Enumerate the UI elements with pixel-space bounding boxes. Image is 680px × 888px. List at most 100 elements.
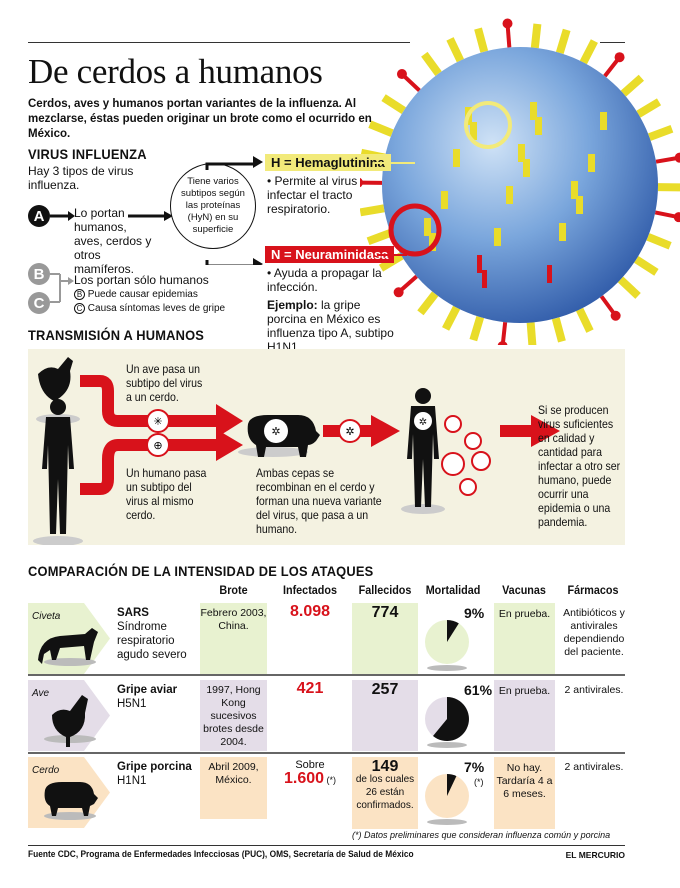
- farmacos-cell: 2 antivirales.: [564, 684, 624, 696]
- surface-spike: [547, 265, 552, 283]
- type-b-badge: B: [28, 263, 50, 285]
- arrows-type-a: [50, 211, 173, 221]
- pig-text: Ambas cepas se recombinan en el cerdo y …: [256, 466, 382, 536]
- mortality-slice: [447, 619, 459, 642]
- surface-spike: [518, 144, 525, 162]
- civeta-icon: [38, 628, 98, 664]
- surface-spike: [506, 186, 513, 204]
- disease-name: Gripe aviar H5N1: [117, 684, 178, 710]
- human-icon: [42, 399, 74, 534]
- svg-text:⊕: ⊕: [153, 440, 162, 452]
- surface-spike: [559, 223, 566, 241]
- h-connector: [375, 162, 415, 164]
- surface-spike: [576, 196, 583, 214]
- hemagglutinin-spike: [526, 322, 537, 345]
- vacunas-cell: En prueba.: [494, 603, 555, 674]
- row-separator: [28, 674, 625, 676]
- brote-cell: Febrero 2003, China.: [200, 603, 267, 674]
- fallecidos-cell: 774: [352, 603, 418, 674]
- mortality-pie: [425, 619, 469, 671]
- virus-token-pig: ✲: [338, 419, 362, 443]
- surface-spike: [477, 255, 482, 273]
- mortality-pie: [425, 697, 469, 748]
- disease-name: SARS Síndrome respiratorio agudo severo: [117, 607, 187, 661]
- type-a-text: Lo portan humanos, aves, cerdos y otros …: [74, 206, 152, 276]
- surface-spike: [453, 149, 460, 167]
- mortality-slice: [447, 774, 457, 796]
- neuraminidase-highlight-circle: [388, 203, 442, 257]
- source: Fuente CDC, Programa de Enfermedades Inf…: [28, 849, 414, 860]
- mortality-label: 7%: [464, 759, 485, 775]
- infectados-cell: 421: [296, 680, 324, 697]
- table-row: Civeta SARS Síndrome respiratorio agudo s…: [28, 603, 625, 674]
- brote-cell: 1997, Hong Kong sucesivos brotes desde 2…: [200, 680, 267, 751]
- surface-spike: [588, 154, 595, 172]
- surface-spike: [535, 117, 542, 135]
- col-infectados: Infectados: [282, 583, 337, 597]
- subtitle: Cerdos, aves y humanos portan variantes …: [28, 98, 372, 140]
- surface-spike: [571, 181, 578, 199]
- ave-icon: [52, 695, 88, 747]
- mortality-note: (*): [474, 777, 484, 787]
- n-connector: [377, 254, 407, 256]
- hemagglutinin-spike: [442, 305, 461, 331]
- bird-text: Un ave pasa un subtipo del virus a un ce…: [126, 362, 203, 404]
- surface-spike: [429, 233, 436, 251]
- hemagglutinin-spike: [555, 28, 571, 55]
- footnote: (*) Datos preliminares que consideran in…: [352, 830, 611, 840]
- infected-human-icon: ✲: [407, 388, 439, 507]
- hemagglutinin-spike: [530, 23, 542, 49]
- hemagglutinin-spike: [551, 317, 566, 343]
- type-bc-text: Los portan sólo humanos: [74, 273, 209, 287]
- hemagglutinin-spike: [634, 256, 659, 276]
- fallecidos-cell: 149 de los cuales 26 están confirmados.: [352, 757, 418, 829]
- c-mark: C: [74, 303, 85, 314]
- vacunas-cell: En prueba.: [494, 680, 555, 751]
- svg-text:✲: ✲: [271, 426, 280, 438]
- type-b-note: B Puede causar epidemias: [74, 289, 198, 300]
- hemagglutinin-spike: [648, 125, 674, 141]
- hemagglutinin-highlight-circle: [464, 101, 512, 149]
- type-c-note: C Causa síntomas leves de gripe: [74, 303, 225, 314]
- surface-spike: [424, 218, 431, 236]
- farmacos-cell: 2 antivirales.: [564, 761, 624, 773]
- top-rule: [28, 42, 410, 43]
- fallecidos-cell: 257: [352, 680, 418, 751]
- mortality-label: 61%: [464, 682, 493, 698]
- hemagglutinin-spike: [576, 307, 594, 333]
- hemagglutinin-spike: [474, 27, 489, 53]
- virus-illustration: [360, 18, 680, 345]
- virus-intro: Hay 3 tipos de virus influenza.: [28, 164, 134, 192]
- neuraminidase-desc: • Ayuda a propagar la infección.: [267, 266, 382, 294]
- virus-token-human: ⊕: [146, 433, 170, 457]
- animal-tab: [28, 757, 110, 828]
- transmission-diagram: ✳ ⊕ ✲ ✲ ✲: [33, 357, 560, 545]
- brote-cell: Abril 2009, México.: [200, 757, 267, 819]
- row-separator: [28, 752, 625, 754]
- hemagglutinin-spike: [368, 120, 394, 137]
- footer-rule: [28, 845, 625, 846]
- col-brote: Brote: [219, 583, 248, 597]
- hemagglutinin-spike: [421, 51, 442, 76]
- virus-token-bird: ✳: [146, 409, 170, 433]
- b-mark: B: [74, 289, 85, 300]
- transmission-heading: TRANSMISIÓN A HUMANOS: [28, 327, 205, 343]
- infectados-cell: Sobre 1.600 (*): [283, 759, 337, 787]
- hemagglutinin-spike: [469, 315, 485, 342]
- hemagglutinin-spike: [446, 37, 464, 63]
- col-vacunas: Vacunas: [502, 583, 546, 597]
- farmacos-cell: Antibióticos y antivirales dependiendo d…: [563, 607, 625, 658]
- surface-spike: [441, 191, 448, 209]
- mortality-label: 9%: [464, 605, 485, 621]
- surface-spike: [482, 270, 487, 288]
- disease-name: Gripe porcina H1N1: [117, 761, 192, 787]
- type-a-badge: A: [28, 205, 50, 227]
- surface-spike: [530, 102, 537, 120]
- result-text: Si se producen virus suficientes en cali…: [538, 403, 621, 529]
- surface-spike: [600, 112, 607, 130]
- hemagglutinin-spike: [381, 94, 406, 114]
- hemagglutinin-spike: [366, 229, 392, 245]
- cerdo-icon: [44, 782, 98, 816]
- animal-tab: [28, 603, 110, 674]
- virus-heading: VIRUS INFLUENZA: [28, 146, 147, 162]
